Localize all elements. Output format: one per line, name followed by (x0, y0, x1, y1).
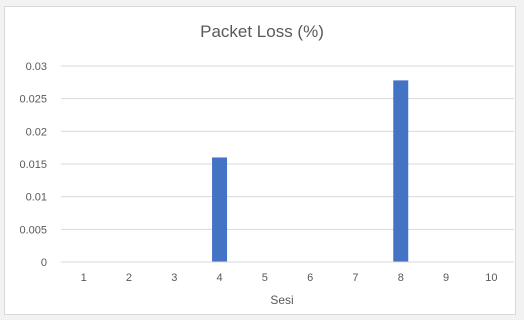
gridlines (61, 65, 514, 230)
x-tick-label: 7 (352, 272, 358, 284)
x-axis-title: Sesi (270, 293, 293, 307)
x-tick-label: 1 (81, 272, 87, 284)
y-tick-label: 0.025 (19, 94, 47, 106)
y-tick-label: 0.005 (19, 224, 47, 236)
y-tick-label: 0 (41, 257, 47, 269)
y-tick-label: 0.01 (26, 192, 47, 204)
y-tick-label: 0.02 (26, 126, 47, 138)
bar-sesi-8 (393, 80, 409, 262)
y-tick-label: 0.03 (26, 61, 47, 73)
x-tick-label: 5 (262, 272, 268, 284)
x-tick-label: 2 (126, 272, 132, 284)
chart-title: Packet Loss (%) (200, 22, 324, 41)
bar-sesi-4 (212, 157, 228, 262)
y-tick-label: 0.015 (19, 159, 47, 171)
x-tick-label: 4 (216, 272, 222, 284)
x-tick-label: 8 (398, 272, 404, 284)
chart-area (4, 6, 516, 315)
x-axis-ticks: 1 2 3 4 5 6 7 8 9 10 (81, 272, 498, 284)
x-tick-label: 3 (171, 272, 177, 284)
bars (212, 80, 409, 262)
x-tick-label: 10 (485, 272, 497, 284)
x-tick-label: 9 (443, 272, 449, 284)
x-tick-label: 6 (307, 272, 313, 284)
y-axis-ticks: 0 0.005 0.01 0.015 0.02 0.025 0.03 (19, 61, 47, 269)
